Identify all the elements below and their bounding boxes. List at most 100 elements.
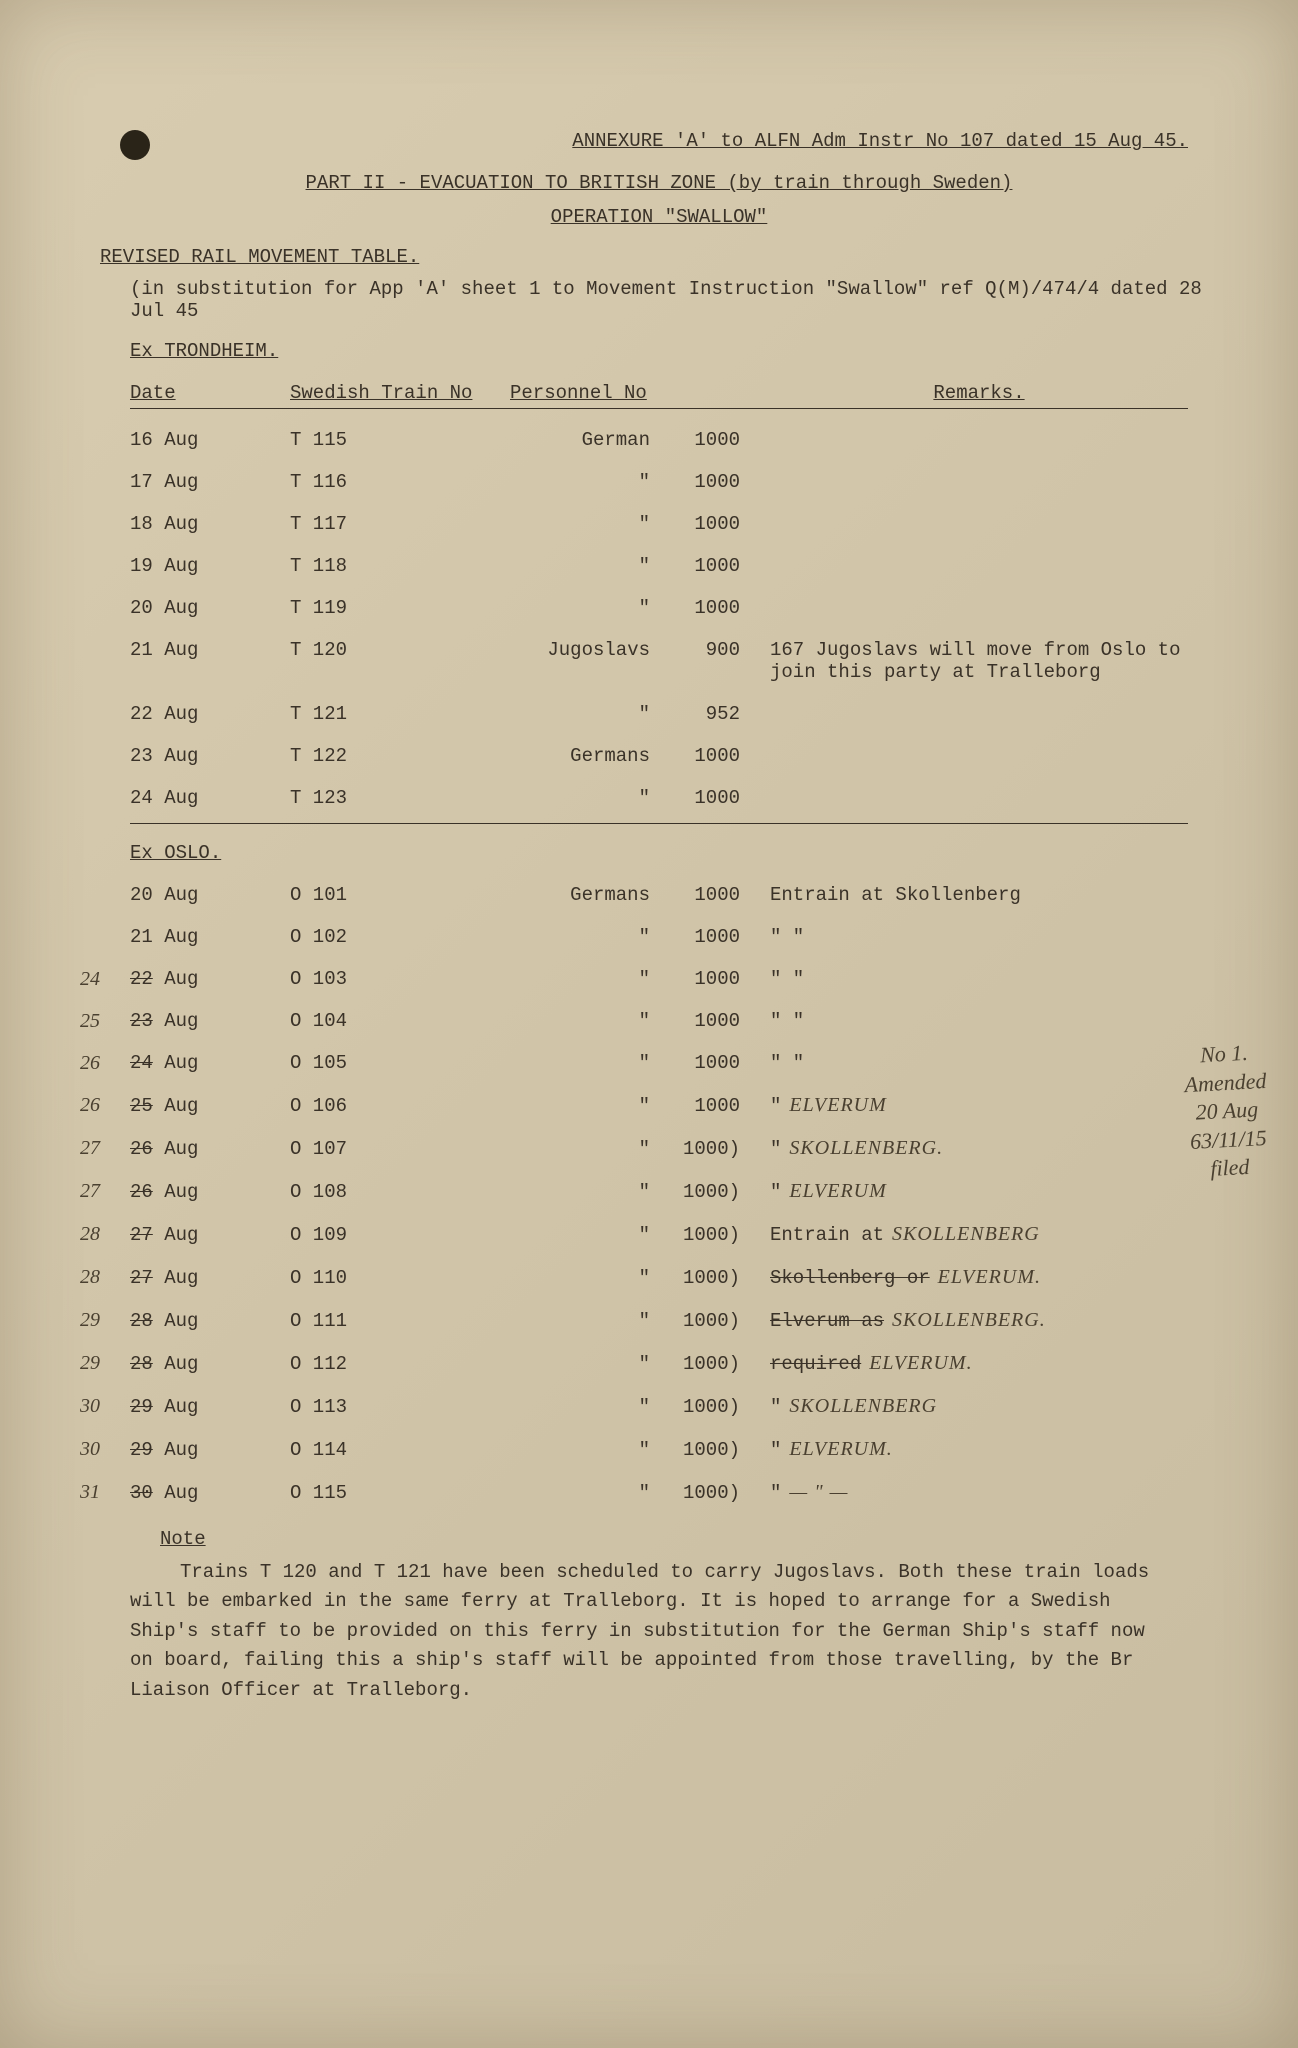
cell-remarks: " SKOLLENBERG [770,1395,1188,1418]
ex-oslo-heading: Ex OSLO. [130,842,1218,864]
cell-personnel: "1000) [510,1482,770,1504]
cell-train: T 118 [290,555,510,577]
cell-personnel: "1000 [510,926,770,948]
table-row: 18 AugT 117"1000 [130,513,1188,535]
cell-train: O 109 [290,1224,510,1246]
cell-train: T 117 [290,513,510,535]
table-row: 22 AugT 121"952 [130,703,1188,725]
section-divider [130,823,1188,824]
cell-personnel: "952 [510,703,770,725]
cell-date: 20 Aug [130,597,290,619]
cell-train: O 111 [290,1310,510,1332]
cell-date: 23 Aug [130,1010,290,1032]
handwritten-correction: 26 [80,1052,100,1075]
ex-trondheim-heading: Ex TRONDHEIM. [130,340,1218,362]
handwritten-correction: 25 [80,1010,100,1033]
table-row: 16 AugT 115German1000 [130,429,1188,451]
cell-train: O 114 [290,1439,510,1461]
cell-train: O 113 [290,1396,510,1418]
annexure-line: ANNEXURE 'A' to ALFN Adm Instr No 107 da… [100,130,1188,152]
cell-train: T 122 [290,745,510,767]
table-row: 3029 AugO 113"1000)" SKOLLENBERG [130,1395,1188,1418]
cell-date: 16 Aug [130,429,290,451]
cell-personnel: "1000 [510,1095,770,1117]
cell-train: T 121 [290,703,510,725]
col-train: Swedish Train No [290,382,510,404]
table-row: 2625 AugO 106"1000" ELVERUM [130,1094,1188,1117]
trondheim-table-body: 16 AugT 115German100017 AugT 116"100018 … [100,429,1218,809]
cell-remarks: Skollenberg or ELVERUM. [770,1266,1188,1289]
table-row: 24 AugT 123"1000 [130,787,1188,809]
cell-personnel: "1000 [510,1010,770,1032]
document-page: ANNEXURE 'A' to ALFN Adm Instr No 107 da… [0,0,1298,2048]
cell-date: 27 Aug [130,1267,290,1289]
cell-remarks: " SKOLLENBERG. [770,1137,1188,1160]
cell-date: 29 Aug [130,1396,290,1418]
cell-remarks: " ELVERUM [770,1180,1188,1203]
operation-title: OPERATION "SWALLOW" [100,206,1218,228]
cell-date: 21 Aug [130,926,290,948]
table-row: 2827 AugO 110"1000)Skollenberg or ELVERU… [130,1266,1188,1289]
cell-personnel: "1000) [510,1353,770,1375]
cell-remarks: Entrain at Skollenberg [770,884,1188,906]
cell-personnel: Germans1000 [510,884,770,906]
cell-date: 28 Aug [130,1353,290,1375]
handwritten-correction: 27 [80,1180,100,1203]
cell-train: O 104 [290,1010,510,1032]
table-row: 21 AugT 120Jugoslavs900167 Jugoslavs wil… [130,639,1188,683]
cell-train: O 108 [290,1181,510,1203]
cell-personnel: "1000) [510,1310,770,1332]
cell-personnel: "1000) [510,1224,770,1246]
cell-remarks: " " [770,1010,1188,1032]
table-row: 19 AugT 118"1000 [130,555,1188,577]
cell-personnel: "1000 [510,787,770,809]
table-row: 2523 AugO 104"1000" " [130,1010,1188,1032]
cell-personnel: Jugoslavs900 [510,639,770,661]
cell-date: 17 Aug [130,471,290,493]
cell-date: 18 Aug [130,513,290,535]
cell-train: O 102 [290,926,510,948]
cell-train: O 110 [290,1267,510,1289]
handwritten-correction: 30 [80,1438,100,1461]
cell-personnel: "1000) [510,1396,770,1418]
handwritten-correction: 27 [80,1137,100,1160]
cell-remarks: " " [770,926,1188,948]
cell-remarks: 167 Jugoslavs will move from Oslo to joi… [770,639,1188,683]
cell-date: 23 Aug [130,745,290,767]
cell-train: O 105 [290,1052,510,1074]
table-row: 2726 AugO 108"1000)" ELVERUM [130,1180,1188,1203]
handwritten-correction: 29 [80,1352,100,1375]
handwritten-correction: 24 [80,968,100,991]
table-row: 2422 AugO 103"1000" " [130,968,1188,990]
cell-date: 28 Aug [130,1310,290,1332]
cell-date: 21 Aug [130,639,290,661]
cell-remarks: required ELVERUM. [770,1352,1188,1375]
note-heading: Note [160,1528,1218,1550]
punch-hole [120,130,150,160]
cell-train: O 115 [290,1482,510,1504]
cell-personnel: "1000 [510,1052,770,1074]
annexure-text: ANNEXURE 'A' to ALFN Adm Instr No 107 da… [572,130,1188,152]
cell-remarks: " " [770,968,1188,990]
table-row: 20 AugT 119"1000 [130,597,1188,619]
cell-personnel: "1000) [510,1181,770,1203]
cell-train: O 107 [290,1138,510,1160]
cell-personnel: "1000 [510,555,770,577]
col-personnel: Personnel No [510,382,770,404]
table-row: 3130 AugO 115"1000)" — " — [130,1481,1188,1504]
cell-personnel: "1000 [510,513,770,535]
cell-remarks: " — " — [770,1481,1188,1504]
cell-train: T 119 [290,597,510,619]
table-row: 2928 AugO 112"1000)required ELVERUM. [130,1352,1188,1375]
cell-personnel: "1000 [510,597,770,619]
cell-remarks: Entrain at SKOLLENBERG [770,1223,1188,1246]
cell-date: 20 Aug [130,884,290,906]
cell-remarks: " " [770,1052,1188,1074]
table-row: 2726 AugO 107"1000)" SKOLLENBERG. [130,1137,1188,1160]
cell-personnel: German1000 [510,429,770,451]
cell-date: 25 Aug [130,1095,290,1117]
cell-date: 26 Aug [130,1181,290,1203]
cell-date: 26 Aug [130,1138,290,1160]
table-row: 23 AugT 122Germans1000 [130,745,1188,767]
table-row: 2827 AugO 109"1000)Entrain at SKOLLENBER… [130,1223,1188,1246]
